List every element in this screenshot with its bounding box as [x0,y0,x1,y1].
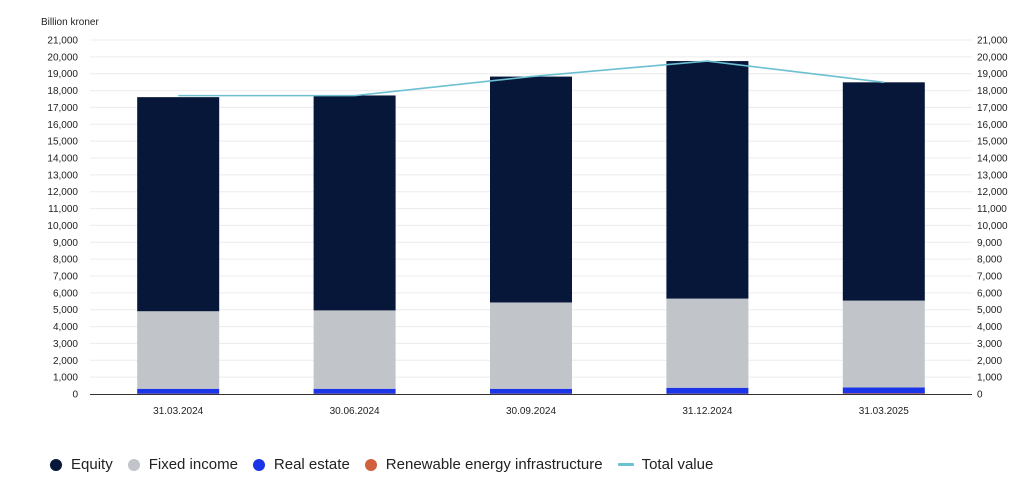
legend-label: Total value [641,456,714,473]
bar-segment-real-estate [666,387,749,394]
y-tick-label-right: 7,000 [977,272,1002,283]
y-tick-label-left: 8,000 [53,255,78,266]
legend-label: Real estate [273,456,350,473]
legend-dot-marker [50,458,62,471]
y-tick-label-right: 19,000 [977,69,1008,80]
bar-segment-equity [137,97,220,312]
bar-segment-real-estate [313,388,396,394]
y-tick-label-right: 13,000 [977,170,1008,181]
bar-segment-fixed-income [313,310,396,389]
bar-segment-fixed-income [842,300,925,388]
y-tick-label-right: 20,000 [977,52,1008,63]
y-tick-label-left: 13,000 [47,170,78,181]
y-tick-label-left: 9,000 [53,238,78,249]
y-tick-label-left: 2,000 [53,356,78,367]
legend-item-fixed-income[interactable]: Fixed income [127,456,238,473]
y-tick-label-right: 12,000 [977,187,1008,198]
y-tick-label-right: 17,000 [977,103,1008,114]
y-tick-label-right: 3,000 [977,339,1002,350]
legend-line-marker [617,463,634,466]
total-value-line [178,60,884,97]
bars [137,61,925,394]
y-tick-label-left: 16,000 [47,120,78,131]
bar-segment-renewable-energy-infrastructure [842,393,925,394]
y-tick-label-left: 14,000 [47,154,78,165]
y-axis-left: 0 1,000 2,000 3,000 4,000 5,000 6,000 7,000 8,00… [47,36,78,401]
y-tick-label-left: 7,000 [53,272,78,283]
y-tick-label-right: 21,000 [977,36,1008,47]
bar-segment-real-estate [137,388,220,394]
bar-segment-fixed-income [666,298,749,388]
y-tick-label-right: 10,000 [977,221,1008,232]
y-tick-label-right: 11,000 [977,204,1007,215]
y-tick-label-right: 2,000 [977,356,1002,367]
legend-label: Fixed income [148,456,238,473]
y-tick-label-left: 0 [72,390,78,401]
total-value-line-path [178,60,884,97]
y-tick-label-right: 16,000 [977,120,1008,131]
legend: Equity Fixed income Real estate Renewable e… [50,456,728,473]
y-tick-label-right: 18,000 [977,86,1008,97]
y-tick-label-right: 15,000 [977,137,1008,148]
x-tick-label: 30.06.2024 [330,406,380,417]
x-axis-labels: 31.03.2024 30.06.2024 30.09.2024 31.12.2024… [153,406,909,417]
x-tick-label: 31.12.2024 [682,406,732,417]
y-tick-label-right: 4,000 [977,322,1002,333]
y-tick-label-left: 3,000 [53,339,78,350]
legend-item-total-value[interactable]: Total value [617,456,714,473]
legend-dot-marker [127,458,140,471]
y-tick-label-left: 20,000 [47,52,78,63]
x-tick-label: 31.03.2025 [859,406,909,417]
bar-segment-equity [490,76,572,303]
y-tick-label-right: 8,000 [977,255,1002,266]
y-tick-label-right: 1,000 [977,373,1002,384]
y-tick-label-left: 4,000 [53,322,78,333]
bar-segment-fixed-income [490,302,572,389]
y-tick-label-left: 15,000 [47,137,78,148]
legend-label: Renewable energy infrastructure [385,456,603,473]
y-tick-label-left: 6,000 [53,288,78,299]
bar-segment-real-estate [842,387,925,394]
x-tick-label: 30.09.2024 [506,406,556,417]
x-tick-label: 31.03.2024 [153,406,203,417]
y-tick-label-left: 12,000 [47,187,78,198]
y-tick-label-left: 10,000 [47,221,78,232]
bar-segment-real-estate [490,388,572,394]
y-tick-label-right: 0 [977,390,983,401]
y-tick-label-right: 9,000 [977,238,1002,249]
y-tick-label-right: 14,000 [977,154,1008,165]
y-axis-right: 0 1,000 2,000 3,000 4,000 5,000 6,000 7,000 8,00… [977,36,1008,401]
y-tick-label-left: 1,000 [53,373,78,384]
y-axis-unit-label: Billion kroner [41,17,99,28]
y-tick-label-left: 21,000 [47,36,78,47]
legend-dot-marker [252,458,265,471]
chart: Billion kroner 0 1,000 2,000 3,000 4,000 5,00… [41,17,1008,417]
legend-dot-marker [364,458,377,471]
y-tick-label-left: 19,000 [47,69,78,80]
bar-segment-equity [842,82,925,301]
legend-item-real-estate[interactable]: Real estate [252,456,350,473]
y-tick-label-left: 18,000 [47,86,78,97]
y-tick-label-right: 5,000 [977,305,1002,316]
y-tick-label-left: 17,000 [47,103,78,114]
legend-item-renewable-energy-infrastructure[interactable]: Renewable energy infrastructure [364,456,603,473]
y-tick-label-left: 11,000 [48,204,78,215]
y-tick-label-right: 6,000 [977,288,1002,299]
bar-segment-fixed-income [137,311,220,389]
legend-item-equity[interactable]: Equity [50,456,113,473]
y-tick-label-left: 5,000 [53,305,78,316]
bar-segment-equity [313,95,396,311]
bar-segment-equity [666,61,749,299]
legend-label: Equity [71,456,113,473]
